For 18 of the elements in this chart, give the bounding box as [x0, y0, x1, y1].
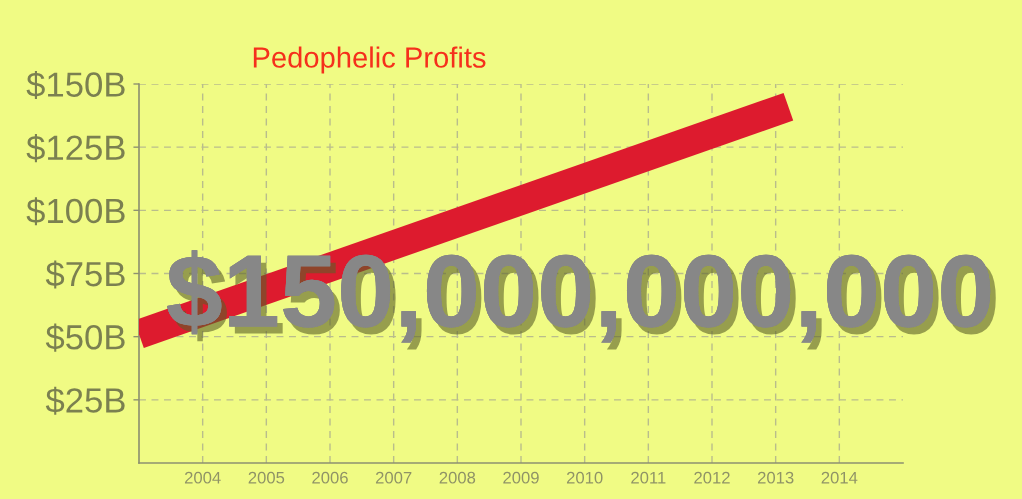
x-tick-label: 2014 [821, 471, 858, 484]
x-tick-label: 2008 [439, 471, 476, 484]
x-tick-label: 2007 [375, 471, 412, 484]
x-tick-label: 2005 [248, 471, 285, 484]
y-tick-label: $25B [45, 386, 125, 415]
x-tick-label: 2006 [312, 471, 348, 484]
chart-title: Pedophelic Profits [253, 46, 486, 74]
x-tick-label: 2011 [631, 471, 666, 484]
y-tick-label: $50B [45, 323, 125, 352]
y-tick-label: $100B [26, 197, 125, 226]
y-tick-label: $75B [45, 260, 125, 289]
x-tick-label: 2012 [694, 471, 730, 484]
x-tick-label: 2010 [566, 471, 603, 484]
x-tick-label: 2013 [757, 471, 794, 484]
x-tick-label: 2004 [184, 471, 221, 484]
y-tick-label: $125B [26, 134, 125, 163]
x-tick-label: 2009 [503, 471, 539, 484]
y-tick-label: $150B [26, 70, 125, 99]
